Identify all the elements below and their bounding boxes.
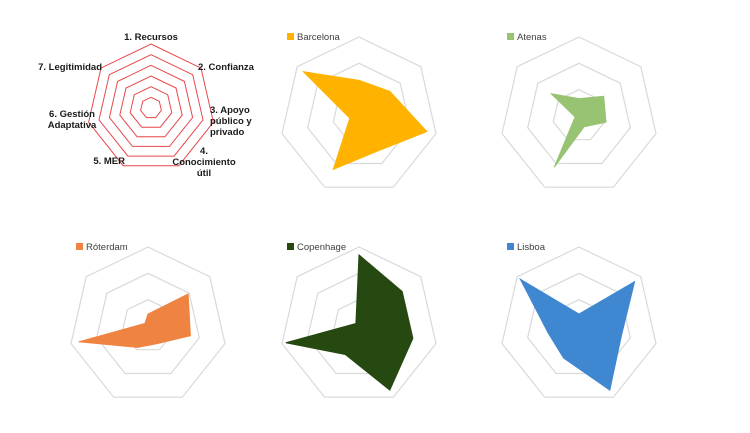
axis-label: 3. Apoyo: [210, 105, 250, 116]
grid-ring: [108, 64, 194, 147]
grid-ring: [96, 272, 200, 375]
radar-chart-roterdam: Róterdam: [70, 242, 226, 398]
series-area: [519, 277, 636, 391]
series-area: [301, 70, 428, 171]
legend-label: Lisboa: [517, 242, 546, 253]
grid-ring: [98, 54, 204, 157]
axis-label: privado: [210, 127, 245, 138]
grid-ring: [281, 36, 437, 188]
legend-swatch: [287, 243, 294, 250]
series-area: [549, 93, 607, 168]
legend-swatch: [76, 243, 83, 250]
grid-ring: [527, 62, 631, 165]
grid-ring: [281, 246, 437, 398]
axis-label: Adaptativa: [48, 120, 97, 131]
radar-chart-lisboa: Lisboa: [501, 242, 657, 398]
axis-label: 7. Legitimidad: [38, 62, 102, 73]
grid-ring: [501, 36, 657, 188]
axis-label: 4.: [200, 146, 208, 157]
axis-label: Conocimiento: [172, 157, 236, 168]
legend-label: Copenhage: [297, 242, 346, 253]
legend-swatch: [287, 33, 294, 40]
legend-swatch: [507, 243, 514, 250]
axis-label: público y: [210, 116, 252, 127]
axis-label: 6. Gestión: [49, 109, 95, 120]
grid-ring: [307, 62, 411, 165]
axis-label: 1. Recursos: [124, 32, 178, 43]
grid-ring: [140, 96, 162, 119]
grid-ring: [119, 75, 183, 138]
radar-chart-barcelona: Barcelona: [281, 32, 437, 188]
legend-label: Barcelona: [297, 32, 340, 43]
legend-label: Atenas: [517, 32, 547, 43]
grid-ring: [88, 43, 214, 167]
axis-label: 2. Confianza: [198, 62, 255, 73]
series-area: [285, 253, 414, 391]
radar-chart-atenas: Atenas: [501, 32, 657, 188]
axis-label: útil: [197, 168, 211, 179]
axis-label: 5. MER: [93, 156, 125, 167]
grid-ring: [501, 246, 657, 398]
grid-ring: [129, 86, 173, 128]
series-area: [78, 293, 191, 348]
grid-ring: [70, 246, 226, 398]
legend-swatch: [507, 33, 514, 40]
radar-chart-copenhage: Copenhage: [281, 242, 437, 398]
legend-label: Róterdam: [86, 242, 128, 253]
